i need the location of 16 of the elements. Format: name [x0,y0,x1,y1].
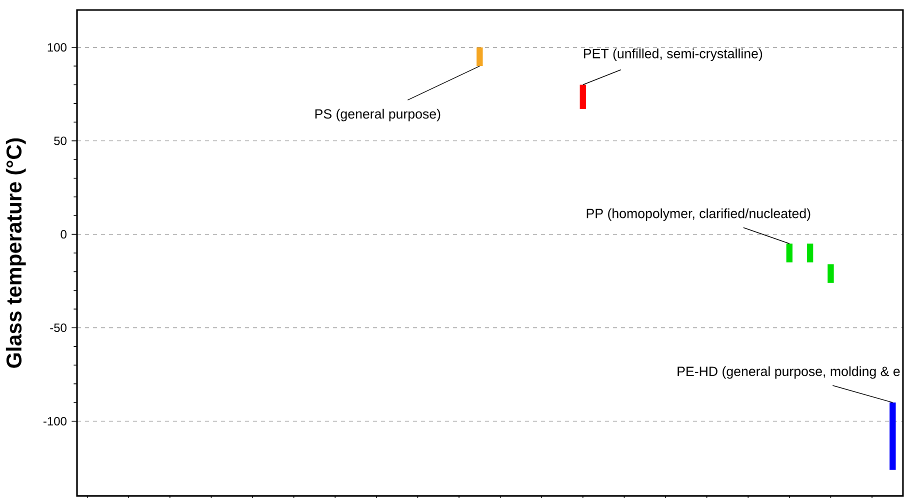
y-axis-title: Glass temperature (°C) [6,138,26,368]
y-tick-label: 0 [60,230,66,239]
series-label: PP (homopolymer, clarified/nucleated) [586,208,810,221]
y-tick-label: -50 [50,324,66,332]
bar [476,47,483,66]
series-label: PET (unfilled, semi-crystalline) [584,48,762,61]
bar [580,84,586,110]
y-tick-label: -100 [43,416,66,426]
bar [806,244,814,262]
text: PS (general purpose) [315,108,440,122]
bar [828,264,834,283]
bar [786,244,793,262]
bar [890,402,896,470]
y-tick-label: 50 [54,136,66,146]
series-label: PE-HD (general purpose, molding & e [678,366,900,379]
y-tick-label: 100 [48,43,66,52]
